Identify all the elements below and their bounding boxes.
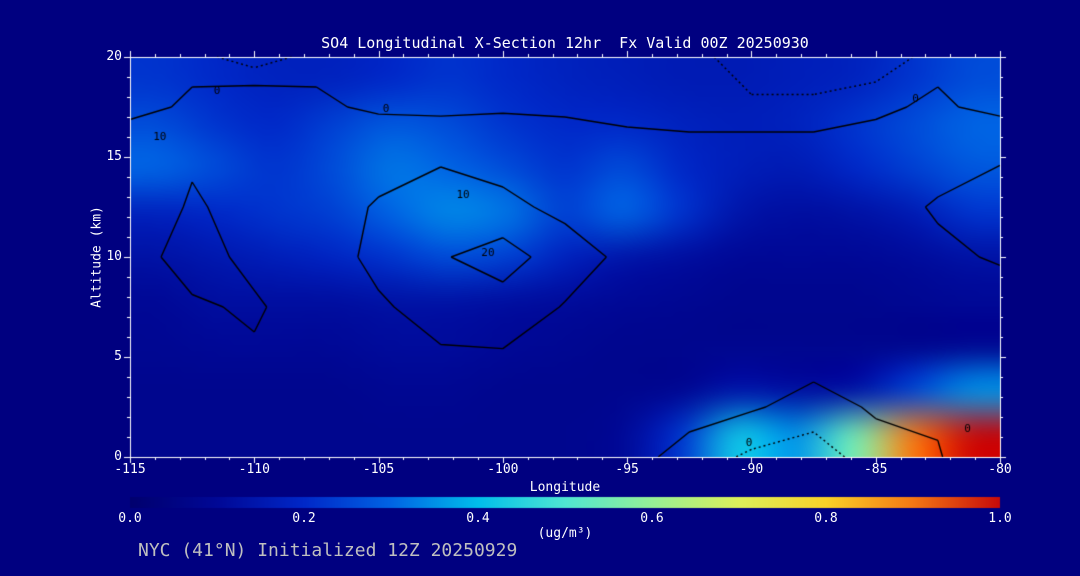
chart-title: SO4 Longitudinal X-Section 12hr Fx Valid… <box>321 34 809 52</box>
colorbar-tick-label: 0.4 <box>466 511 490 526</box>
y-tick-label: 10 <box>106 249 122 264</box>
x-tick-label: -95 <box>615 462 639 477</box>
colorbar-tick-label: 0.0 <box>118 511 142 526</box>
colorbar-tick-label: 0.2 <box>292 511 316 526</box>
x-tick-label: -85 <box>863 462 888 477</box>
y-tick-label: 5 <box>114 349 122 364</box>
x-axis-label: Longitude <box>529 480 601 495</box>
x-tick-label: -80 <box>988 462 1012 477</box>
y-tick-label: 15 <box>106 149 122 164</box>
x-tick-label: -105 <box>362 462 395 477</box>
init-info-text: NYC (41°N) Initialized 12Z 20250929 <box>138 540 518 561</box>
colorbar-tick-label: 1.0 <box>988 511 1012 526</box>
x-tick-label: -115 <box>114 462 146 477</box>
x-tick-label: -90 <box>739 462 764 477</box>
y-tick-label: 0 <box>114 449 122 464</box>
y-tick-label: 20 <box>106 49 122 64</box>
colorbar-label: (ug/m³) <box>537 526 593 541</box>
x-tick-label: -110 <box>238 462 270 477</box>
colorbar-tick-label: 0.8 <box>814 511 838 526</box>
x-tick-label: -100 <box>487 462 519 477</box>
colorbar-tick-label: 0.6 <box>640 511 664 526</box>
